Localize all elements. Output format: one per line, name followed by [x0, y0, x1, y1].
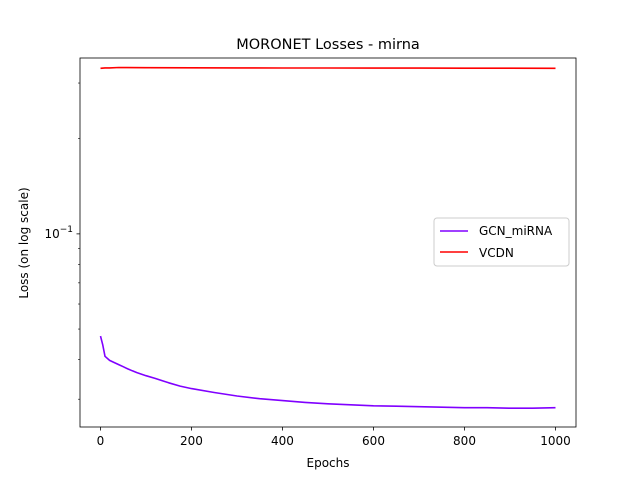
legend-label-vcdn: VCDN	[479, 246, 514, 260]
chart-title: MORONET Losses - mirna	[236, 37, 420, 53]
y-axis-label: Loss (on log scale)	[17, 187, 31, 298]
y-tick-label: 10−1	[44, 225, 73, 241]
x-axis-label: Epochs	[307, 456, 350, 470]
x-tick-label: 200	[180, 434, 203, 448]
x-tick-label: 800	[453, 434, 476, 448]
plot-frame	[79, 57, 577, 428]
legend: GCN_miRNA VCDN	[433, 217, 570, 267]
series-line-vcdn	[100, 66, 556, 70]
x-tick-label: 1000	[540, 434, 571, 448]
x-tick-label: 600	[362, 434, 385, 448]
legend-label-gcn-mirna: GCN_miRNA	[479, 224, 553, 238]
x-tick-label: 0	[97, 434, 105, 448]
y-axis-ticks: 10−1	[44, 82, 80, 400]
plot-area	[79, 57, 577, 428]
legend-box	[433, 217, 570, 267]
series-line-gcn-mirna	[99, 335, 556, 410]
x-tick-label: 400	[271, 434, 294, 448]
series-layer	[99, 66, 556, 410]
x-axis-ticks: 0 200 400 600 800 1000	[97, 427, 571, 448]
